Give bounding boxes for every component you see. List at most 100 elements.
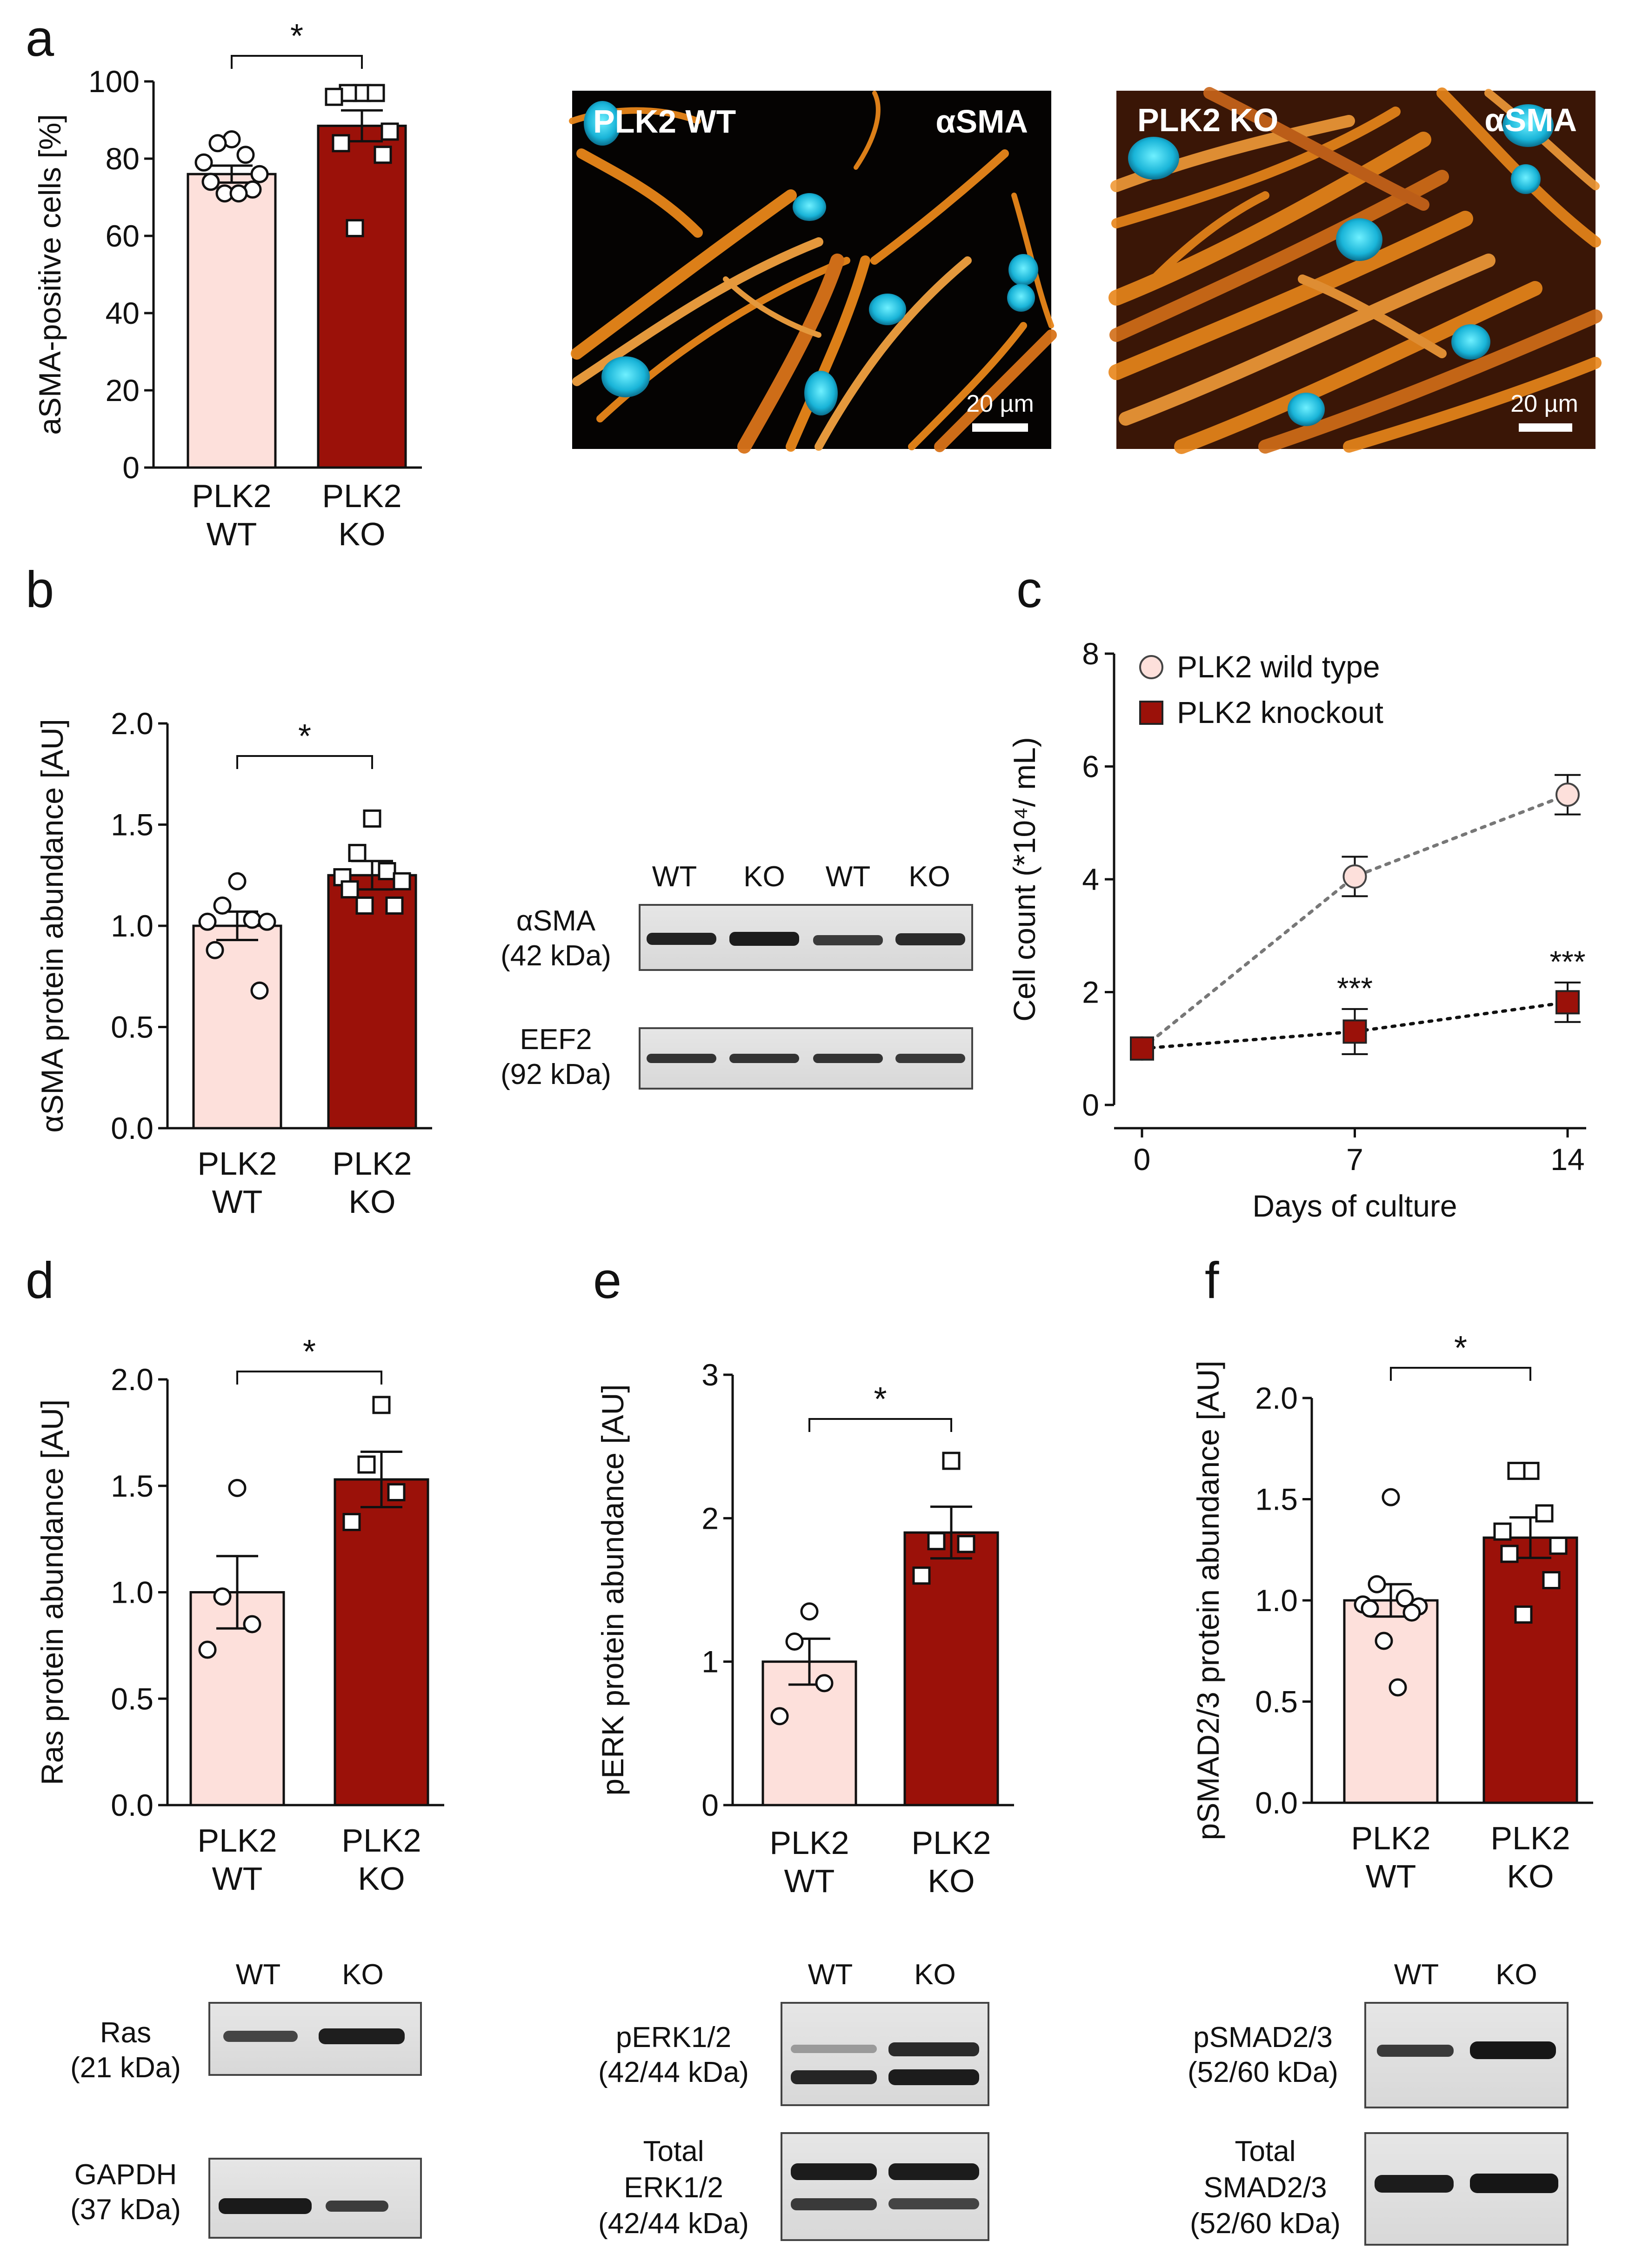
- data-point-wt: [213, 1587, 232, 1606]
- y-tick-label: 0.5: [111, 1681, 154, 1716]
- category-label: KO: [1507, 1858, 1554, 1894]
- category-label: KO: [928, 1863, 975, 1899]
- micrograph-ko-nucleus: [1128, 137, 1179, 180]
- blot-d-lane-label: KO: [342, 1959, 384, 1991]
- y-tick-label: 0: [701, 1788, 719, 1822]
- blot-band: [888, 2042, 979, 2056]
- data-point-wt: [1382, 1488, 1400, 1506]
- micrograph-wt-scale-bar: [972, 423, 1028, 432]
- y-tick-label: 4: [1082, 862, 1099, 896]
- blot-e-row-kda: (42/44 kDa): [598, 2208, 749, 2240]
- category-label: KO: [338, 516, 385, 552]
- data-point-wt: [1389, 1678, 1407, 1697]
- category-label: PLK2: [769, 1825, 849, 1861]
- data-point-wt: [815, 1674, 834, 1693]
- data-point-wt: [785, 1632, 804, 1651]
- blot-band: [729, 1054, 799, 1063]
- blot-f-row-kda: (52/60 kDa): [1190, 2208, 1341, 2240]
- micrograph-ko-fibers: [1108, 87, 1602, 454]
- data-point-ko: [957, 1535, 975, 1553]
- y-tick-label: 2.0: [1255, 1381, 1298, 1415]
- blot-band: [813, 935, 883, 945]
- blot-band: [647, 1054, 716, 1063]
- micrograph-ko-title: PLK2 KO: [1137, 102, 1278, 138]
- category-label: PLK2: [197, 1145, 277, 1182]
- chart-a: 0 20 40 60 80 100 aSMA-positive cells [%] * PLK2…: [33, 18, 422, 552]
- micrograph-ko-stain: αSMA: [1484, 102, 1577, 138]
- legend-marker-wt: [1139, 655, 1163, 679]
- blot-e-row-name-line: ERK1/2: [624, 2172, 723, 2204]
- data-point-wt: [1342, 864, 1367, 889]
- data-point-wt: [229, 184, 248, 203]
- significance-star: *: [1454, 1330, 1467, 1367]
- data-point-ko: [927, 1532, 946, 1551]
- data-point-ko: [372, 1396, 391, 1414]
- blot-f-row-name: pSMAD2/3: [1193, 2021, 1333, 2054]
- y-tick-label: 1.0: [111, 909, 154, 943]
- blot-d: WT KO Ras (21 kDa) GAPDH (37 kDa): [70, 1959, 422, 2239]
- blot-e: WT KO pERK1/2 (42/44 kDa) Total ERK1/2 (4…: [598, 1959, 989, 2241]
- blot-band: [791, 2045, 877, 2053]
- panel-label-b: b: [26, 561, 54, 618]
- data-point-wt: [1395, 1589, 1414, 1608]
- y-tick-label: 2: [701, 1501, 719, 1535]
- data-point-ko: [378, 862, 396, 881]
- data-point-ko: [346, 219, 364, 237]
- x-tick-label: 0: [1134, 1142, 1151, 1177]
- micrograph-ko-nucleus: [1288, 393, 1325, 426]
- blot-band: [1470, 2041, 1556, 2059]
- category-label: WT: [1366, 1858, 1416, 1894]
- micrograph-wt-nucleus: [601, 356, 650, 397]
- category-label: WT: [212, 1860, 263, 1897]
- category-label: PLK2: [911, 1825, 991, 1861]
- data-point-ko: [1514, 1605, 1533, 1624]
- blot-band: [888, 2163, 979, 2180]
- category-label: PLK2: [341, 1822, 421, 1859]
- data-point-wt: [1368, 1575, 1386, 1593]
- data-point-ko: [325, 87, 343, 106]
- data-point-wt: [243, 1615, 261, 1633]
- data-point-ko: [363, 809, 381, 828]
- blot-band: [791, 2163, 877, 2180]
- data-point-ko: [1542, 1571, 1561, 1589]
- blot-e-membrane-total-erk: [781, 2132, 989, 2241]
- micrograph-wt: PLK2 WT αSMA 20 µm: [569, 91, 1057, 454]
- legend-marker-ko: [1139, 701, 1163, 725]
- y-tick-label: 0.5: [111, 1010, 154, 1044]
- data-point-wt: [206, 941, 224, 959]
- data-point-ko: [1549, 1537, 1568, 1555]
- data-point-wt: [1361, 1599, 1379, 1618]
- category-label: PLK2: [192, 478, 271, 514]
- blot-b-row-kda: (42 kDa): [501, 940, 611, 972]
- y-tick-label: 40: [106, 296, 140, 330]
- micrograph-wt-nucleus: [869, 294, 906, 325]
- blot-f-row-name-line: Total: [1235, 2135, 1296, 2168]
- data-point-ko: [942, 1452, 961, 1470]
- panel-label-a: a: [26, 10, 54, 67]
- data-point-ko: [1535, 1504, 1554, 1523]
- y-tick-label: 1: [701, 1645, 719, 1679]
- blot-band: [791, 2070, 877, 2084]
- chart-c: 0 2 4 6 8 0 7 14 Cell count (*10⁴/ mL) Days of cu…: [1007, 636, 1586, 1223]
- blot-f-lane-label: KO: [1495, 1959, 1537, 1991]
- blot-b-row-name: αSMA: [516, 905, 596, 937]
- data-point-wt: [250, 981, 269, 1000]
- y-tick-label: 1.5: [111, 808, 154, 842]
- data-point-ko: [1507, 1462, 1526, 1480]
- data-point-ko: [374, 146, 392, 164]
- panel-label-e: e: [593, 1252, 621, 1309]
- micrograph-wt-title: PLK2 WT: [593, 103, 736, 140]
- y-tick-label: 1.0: [111, 1575, 154, 1610]
- data-point-ko: [340, 880, 359, 899]
- legend-label: PLK2 knockout: [1177, 695, 1383, 729]
- chart-b: 0.0 0.5 1.0 1.5 2.0 αSMA protein abundance [A…: [35, 706, 432, 1220]
- data-point-ko: [387, 1483, 406, 1501]
- micrograph-wt-stain: αSMA: [935, 103, 1028, 140]
- panel-label-f: f: [1205, 1252, 1219, 1309]
- y-tick-label: 6: [1082, 749, 1099, 784]
- y-tick-label: 0: [1082, 1088, 1099, 1122]
- blot-b-lane-label: KO: [743, 861, 785, 893]
- data-point-ko: [385, 896, 404, 915]
- blot-band: [895, 933, 965, 945]
